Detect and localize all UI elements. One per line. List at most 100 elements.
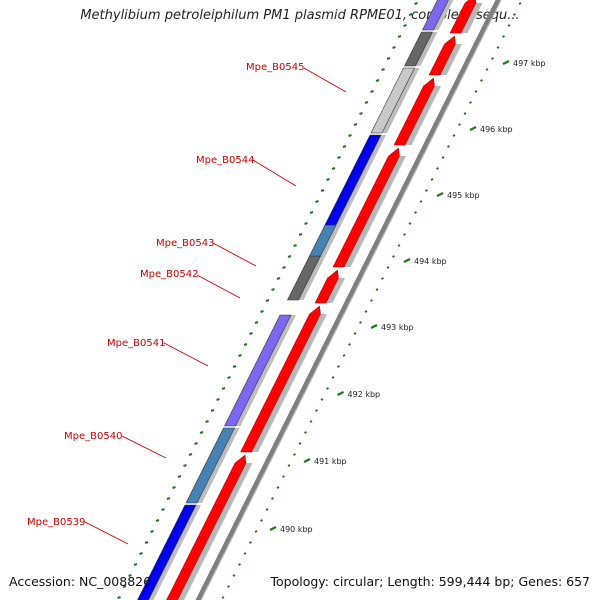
gc-content-mark — [243, 552, 247, 555]
gene-label[interactable]: Mpe_B0544 — [196, 155, 254, 166]
reverse-gene-block[interactable] — [422, 0, 452, 31]
kbp-tick-label: 491 kbp — [314, 457, 347, 466]
gc-skew-mark — [150, 530, 154, 533]
gene-label-leader — [196, 274, 241, 299]
backbone-line[interactable] — [195, 0, 506, 600]
gc-skew-mark — [397, 35, 402, 38]
gene-label[interactable]: Mpe_B0545 — [246, 62, 304, 73]
gc-content-mark — [452, 134, 456, 137]
backbone-highlight[interactable] — [200, 0, 506, 600]
forward-gene-arrow[interactable] — [428, 35, 456, 76]
gc-content-mark — [359, 321, 362, 324]
kbp-tick-label: 492 kbp — [348, 390, 381, 399]
gc-content-mark — [337, 365, 340, 368]
gc-content-mark — [496, 46, 500, 49]
gc-skew-mark — [293, 244, 297, 247]
gc-content-mark — [430, 178, 434, 181]
forward-gene-arrow[interactable] — [314, 269, 339, 304]
gc-skew-mark — [320, 189, 325, 192]
gc-content-mark — [480, 79, 483, 82]
gc-content-mark — [260, 519, 263, 522]
gc-skew-mark — [271, 288, 275, 291]
reverse-gene-block[interactable] — [224, 314, 292, 427]
gc-skew-mark — [326, 178, 330, 181]
gene-label[interactable]: Mpe_B0539 — [27, 517, 85, 528]
kbp-tick-label: 490 kbp — [280, 525, 313, 534]
gene-label[interactable]: Mpe_B0541 — [107, 338, 165, 349]
accession-text: Accession: NC_008826 — [9, 574, 152, 589]
gc-content-mark — [507, 24, 511, 27]
kbp-tick — [269, 526, 277, 531]
gc-content-mark — [238, 563, 241, 566]
kbp-tick — [502, 60, 510, 65]
gc-skew-mark — [194, 442, 198, 445]
gc-skew-mark — [144, 541, 149, 544]
gc-skew-mark — [287, 255, 292, 258]
gc-skew-mark — [392, 46, 396, 49]
gc-content-mark — [315, 409, 318, 412]
gc-skew-mark — [243, 343, 248, 346]
forward-gene-arrow[interactable] — [166, 454, 247, 600]
gc-content-mark — [298, 442, 302, 445]
gc-skew-mark — [309, 211, 314, 214]
gc-skew-mark — [304, 222, 308, 225]
gene-label-leader — [121, 435, 167, 459]
gc-skew-mark — [353, 123, 358, 126]
gc-content-mark — [491, 57, 494, 60]
gene-label-leader — [303, 67, 347, 93]
gc-content-mark — [353, 332, 357, 335]
forward-gene-arrow[interactable] — [449, 0, 477, 34]
gc-skew-mark — [359, 112, 363, 115]
gene-label[interactable]: Mpe_B0543 — [156, 238, 214, 249]
gc-content-mark — [249, 541, 252, 544]
gc-content-mark — [463, 112, 467, 115]
gene-label[interactable]: Mpe_B0540 — [64, 431, 122, 442]
gc-skew-mark — [205, 420, 209, 423]
forward-gene-arrow[interactable] — [240, 305, 321, 453]
gc-content-mark — [364, 310, 368, 313]
gc-content-mark — [441, 156, 445, 159]
reverse-gene-block[interactable] — [137, 504, 197, 600]
gc-skew-mark — [183, 464, 187, 467]
kbp-tick-label: 495 kbp — [447, 191, 480, 200]
gc-skew-mark — [276, 277, 281, 280]
gc-skew-mark — [232, 365, 237, 368]
gene-label-leader — [212, 242, 257, 267]
gc-skew-mark — [386, 57, 391, 60]
gc-content-mark — [513, 13, 516, 16]
gc-skew-mark — [133, 563, 138, 566]
kbp-tick — [436, 192, 444, 197]
gc-content-mark — [271, 497, 274, 500]
gc-content-mark — [518, 2, 522, 5]
gc-content-mark — [414, 211, 417, 214]
gc-content-mark — [403, 233, 406, 236]
gc-skew-mark — [122, 585, 127, 588]
gc-content-mark — [221, 596, 225, 599]
kbp-tick — [403, 258, 411, 263]
gc-content-mark — [375, 288, 379, 291]
gc-skew-mark — [221, 387, 226, 390]
gc-content-mark — [370, 299, 373, 302]
gc-skew-mark — [166, 497, 171, 500]
forward-gene-arrow[interactable] — [393, 77, 435, 146]
gene-label-leader — [163, 342, 209, 367]
reverse-gene-block[interactable] — [324, 134, 382, 226]
gc-skew-mark — [403, 24, 407, 27]
gc-content-mark — [469, 101, 472, 104]
gc-content-mark — [397, 244, 401, 247]
gc-content-mark — [276, 486, 280, 489]
reverse-gene-block[interactable] — [370, 67, 415, 134]
reverse-gene-block[interactable] — [404, 31, 433, 67]
gc-skew-mark — [172, 486, 176, 489]
gc-skew-mark — [315, 200, 319, 203]
gc-skew-mark — [370, 90, 374, 93]
forward-gene-arrow[interactable] — [332, 147, 400, 268]
gc-content-mark — [425, 189, 428, 192]
gc-content-mark — [392, 255, 395, 258]
gene-label[interactable]: Mpe_B0542 — [140, 269, 198, 280]
gc-content-mark — [386, 266, 390, 269]
gc-content-mark — [265, 508, 269, 511]
gc-content-mark — [447, 145, 450, 148]
reverse-gene-block[interactable] — [185, 427, 235, 504]
